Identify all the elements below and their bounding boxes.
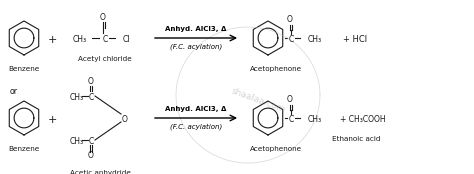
Text: C: C [88, 93, 94, 102]
Text: Acetyl chloride: Acetyl chloride [78, 56, 132, 62]
Text: O: O [88, 77, 94, 86]
Text: Benzene: Benzene [9, 66, 40, 72]
Text: Anhyd. AlCl3, Δ: Anhyd. AlCl3, Δ [165, 106, 227, 112]
Text: Acetic anhydride: Acetic anhydride [70, 170, 130, 174]
Text: (F.C. acylation): (F.C. acylation) [170, 43, 222, 50]
Text: Acetophenone: Acetophenone [250, 66, 302, 72]
Text: Anhyd. AlCl3, Δ: Anhyd. AlCl3, Δ [165, 26, 227, 32]
Text: +: + [47, 35, 57, 45]
Text: + HCl: + HCl [343, 35, 367, 45]
Text: CH₃: CH₃ [308, 116, 322, 125]
Text: (F.C. acylation): (F.C. acylation) [170, 123, 222, 130]
Text: CH₃: CH₃ [308, 35, 322, 45]
Text: O: O [100, 14, 106, 22]
Text: O: O [287, 15, 293, 25]
Text: C: C [288, 116, 293, 125]
Text: C: C [288, 35, 293, 45]
Text: Acetophenone: Acetophenone [250, 146, 302, 152]
Text: CH₃: CH₃ [70, 93, 84, 102]
Text: O: O [122, 116, 128, 125]
Text: + CH₃COOH: + CH₃COOH [340, 116, 386, 125]
Text: CH₃: CH₃ [70, 137, 84, 147]
Text: O: O [88, 152, 94, 160]
Text: C: C [102, 35, 108, 45]
Text: CH₃: CH₃ [73, 35, 87, 45]
Text: Ethanoic acid: Ethanoic acid [332, 136, 380, 142]
Text: Benzene: Benzene [9, 146, 40, 152]
Text: or: or [10, 88, 18, 97]
Text: Cl: Cl [123, 35, 130, 45]
Text: shaalaa.com: shaalaa.com [229, 86, 286, 114]
Text: C: C [88, 137, 94, 147]
Text: +: + [47, 115, 57, 125]
Text: O: O [287, 96, 293, 105]
